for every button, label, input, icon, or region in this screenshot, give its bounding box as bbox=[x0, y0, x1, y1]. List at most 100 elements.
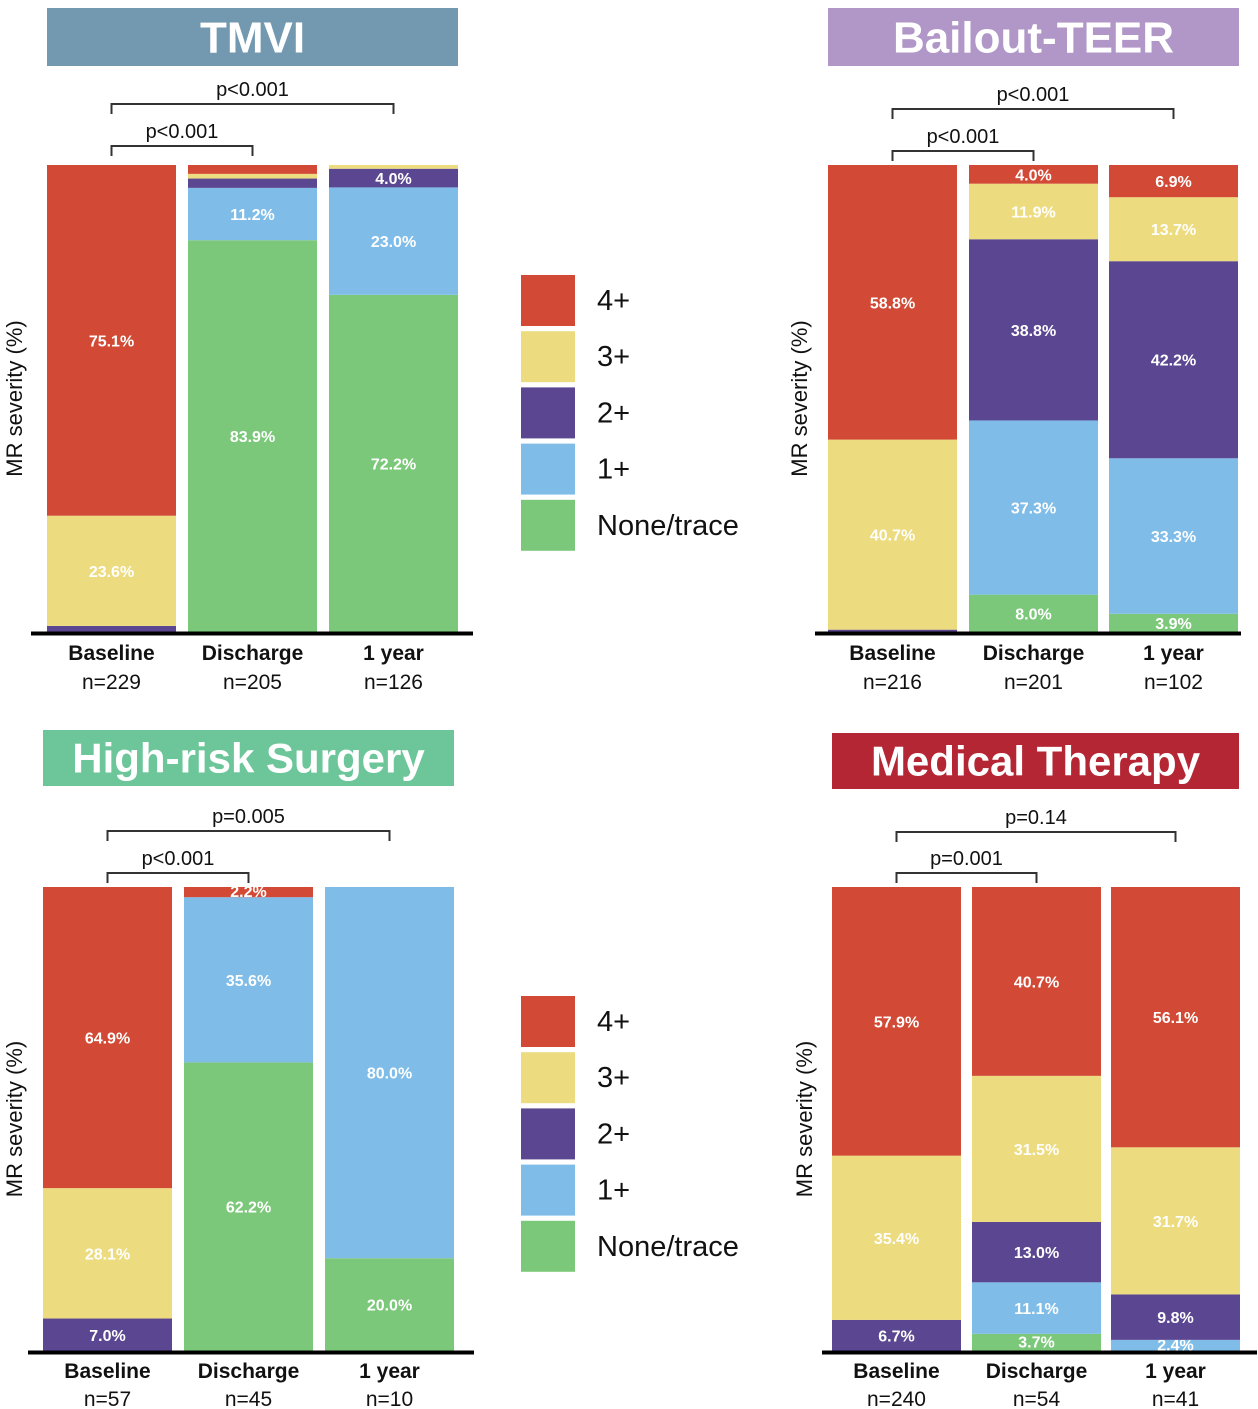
bar-segment-1 bbox=[969, 420, 1098, 595]
bar-segment-1 bbox=[1109, 458, 1238, 614]
bar-segment-2 bbox=[47, 625, 176, 632]
bar-segment-2 bbox=[969, 239, 1098, 421]
data-label: 2.4% bbox=[1157, 1337, 1193, 1354]
bar-segment-none-trace bbox=[325, 1258, 454, 1351]
chart-panel-high-risk-surgery: High-risk Surgery MR severity (%) 7.0% 28.1… bbox=[2, 730, 474, 1409]
bar-discharge: 62.2% 35.6% 2.2% bbox=[184, 884, 313, 1351]
n-label: n=41 bbox=[1152, 1388, 1199, 1409]
data-label: 62.2% bbox=[226, 1200, 271, 1217]
data-label: 57.9% bbox=[874, 1014, 919, 1031]
bar-segment-3 bbox=[188, 173, 317, 179]
bar-segment-1 bbox=[329, 187, 458, 295]
bar-discharge: 8.0% 37.3% 38.8% 11.9% 4.0% bbox=[969, 165, 1098, 632]
bar-segment-3 bbox=[43, 1188, 172, 1319]
chart-title-banner bbox=[832, 733, 1239, 789]
legend: 4+ 3+ 2+ 1+ None/trace bbox=[521, 996, 739, 1272]
data-label: 35.6% bbox=[226, 973, 271, 990]
p-value-label: p<0.001 bbox=[927, 126, 1000, 148]
data-label: 28.1% bbox=[85, 1246, 130, 1263]
data-label: 35.4% bbox=[874, 1231, 919, 1248]
bar-baseline: 23.6% 75.1% bbox=[47, 165, 176, 632]
data-label: 31.7% bbox=[1153, 1214, 1198, 1231]
bar-segment-2 bbox=[43, 1318, 172, 1351]
bar-1-year: 72.2% 23.0% 4.0% bbox=[329, 165, 458, 632]
bracket-line bbox=[106, 872, 250, 883]
legend-swatch-2 bbox=[521, 387, 575, 439]
legend-label: 2+ bbox=[597, 1118, 630, 1150]
bracket-line bbox=[110, 103, 395, 114]
bar-segment-none-trace bbox=[969, 594, 1098, 632]
n-label: n=45 bbox=[225, 1388, 272, 1409]
comparison-bracket: p<0.001 bbox=[891, 84, 1175, 119]
legend-swatch-1 bbox=[521, 443, 575, 495]
p-value-label: p=0.001 bbox=[930, 848, 1003, 870]
bar-baseline: 40.7% 58.8% bbox=[828, 165, 957, 632]
bar-segment-4 bbox=[184, 887, 313, 898]
data-label: 58.8% bbox=[870, 295, 915, 312]
bar-segment-4 bbox=[47, 165, 176, 516]
n-label: n=229 bbox=[82, 671, 141, 694]
p-value-label: p=0.005 bbox=[212, 806, 285, 828]
n-label: n=54 bbox=[1013, 1388, 1061, 1409]
comparison-bracket: p<0.001 bbox=[110, 79, 395, 114]
bar-segment-3 bbox=[972, 1075, 1101, 1223]
legend-label: 1+ bbox=[597, 454, 630, 486]
data-label: 4.0% bbox=[1015, 167, 1051, 184]
data-label: 23.0% bbox=[371, 234, 416, 251]
bar-segment-3 bbox=[1111, 1147, 1240, 1295]
data-label: 33.3% bbox=[1151, 529, 1196, 546]
legend: 4+ 3+ 2+ 1+ None/trace bbox=[521, 275, 739, 551]
data-label: 42.2% bbox=[1151, 353, 1196, 370]
chart-panel-bailout-teer: Bailout-TEER MR severity (%) 40.7% 58.8% Bas… bbox=[787, 8, 1241, 694]
bracket-line bbox=[891, 108, 1175, 119]
comparison-bracket: p<0.001 bbox=[891, 126, 1035, 161]
chart-title: TMVI bbox=[200, 13, 305, 62]
bar-segment-3 bbox=[832, 1155, 961, 1320]
data-label: 11.9% bbox=[1011, 204, 1055, 221]
legend-swatch-4 bbox=[521, 275, 575, 326]
data-label: 13.0% bbox=[1014, 1245, 1059, 1262]
bar-discharge: 3.7% 11.1% 13.0% 31.5% 40.7% bbox=[972, 887, 1101, 1351]
bar-segment-2 bbox=[188, 178, 317, 188]
data-label: 9.8% bbox=[1157, 1310, 1193, 1327]
legend-swatch-3 bbox=[521, 1052, 575, 1104]
bar-segment-4 bbox=[828, 165, 957, 440]
data-label: 83.9% bbox=[230, 429, 275, 446]
n-label: n=57 bbox=[84, 1388, 131, 1409]
bar-segment-3 bbox=[828, 439, 957, 630]
bar-1-year: 2.4% 9.8% 31.7% 56.1% bbox=[1111, 887, 1240, 1354]
bar-segment-2 bbox=[1111, 1294, 1240, 1340]
p-value-label: p<0.001 bbox=[997, 84, 1070, 106]
bar-segment-1 bbox=[184, 897, 313, 1063]
chart-title: Bailout-TEER bbox=[893, 13, 1174, 62]
p-value-label: p<0.001 bbox=[142, 848, 215, 870]
legend-label: 4+ bbox=[597, 285, 630, 317]
data-label: 64.9% bbox=[85, 1031, 130, 1048]
comparison-bracket: p=0.14 bbox=[895, 807, 1177, 842]
x-tick-label: Discharge bbox=[986, 1360, 1088, 1383]
bar-segment-4 bbox=[832, 887, 961, 1156]
chart-title-banner bbox=[828, 8, 1239, 66]
n-label: n=201 bbox=[1004, 671, 1063, 694]
legend-label: 1+ bbox=[597, 1175, 630, 1207]
y-axis-label: MR severity (%) bbox=[787, 320, 812, 476]
bar-discharge: 83.9% 11.2% bbox=[188, 165, 317, 632]
n-label: n=205 bbox=[223, 671, 282, 694]
data-label: 11.1% bbox=[1014, 1301, 1058, 1318]
x-tick-label: Discharge bbox=[983, 642, 1085, 665]
bar-segment-none-trace bbox=[972, 1333, 1101, 1351]
bar-baseline: 7.0% 28.1% 64.9% bbox=[43, 887, 172, 1351]
bar-segment-3 bbox=[969, 183, 1098, 240]
data-label: 23.6% bbox=[89, 564, 134, 581]
p-value-label: p=0.14 bbox=[1005, 807, 1067, 829]
data-label: 20.0% bbox=[367, 1298, 412, 1315]
bar-segment-4 bbox=[969, 165, 1098, 184]
bar-segment-3 bbox=[1109, 197, 1238, 262]
bar-segment-1 bbox=[325, 887, 454, 1259]
p-value-label: p<0.001 bbox=[216, 79, 289, 101]
data-label: 40.7% bbox=[1014, 974, 1059, 991]
chart-title-banner bbox=[43, 730, 454, 786]
n-label: n=240 bbox=[867, 1388, 926, 1409]
comparison-bracket: p=0.005 bbox=[106, 806, 391, 841]
